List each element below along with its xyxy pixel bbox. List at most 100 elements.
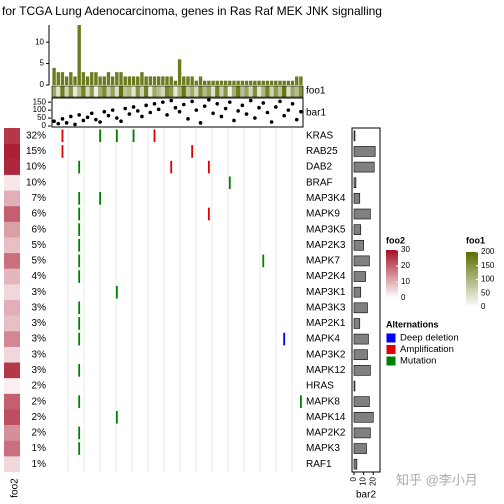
alteration bbox=[78, 270, 81, 283]
alteration bbox=[207, 207, 210, 221]
heat-cell bbox=[236, 86, 241, 97]
bar bbox=[353, 458, 358, 470]
heat-cell bbox=[4, 143, 20, 160]
bar bbox=[223, 80, 228, 85]
heat-cell bbox=[4, 159, 20, 176]
bar bbox=[144, 76, 148, 85]
point bbox=[257, 105, 261, 110]
heat-cell bbox=[102, 86, 107, 97]
bar bbox=[85, 76, 90, 85]
heat-border bbox=[51, 85, 304, 98]
point bbox=[135, 109, 140, 113]
gene-label: MAPK9 bbox=[306, 209, 340, 220]
heat-cell bbox=[210, 86, 216, 97]
heat-cell bbox=[244, 86, 249, 97]
gene-label: MAPK3 bbox=[306, 443, 340, 454]
bar bbox=[94, 72, 98, 85]
bar bbox=[353, 302, 368, 314]
point bbox=[131, 105, 136, 109]
point bbox=[106, 113, 111, 118]
point bbox=[299, 109, 303, 114]
point bbox=[219, 114, 224, 119]
heat-cell bbox=[248, 86, 253, 97]
point bbox=[73, 122, 77, 127]
alteration bbox=[300, 395, 302, 408]
bar bbox=[123, 76, 127, 85]
bar bbox=[228, 80, 232, 85]
legend-tick-label: 20 bbox=[401, 261, 410, 270]
heat-cell bbox=[261, 86, 266, 97]
bar bbox=[353, 365, 371, 376]
alteration bbox=[78, 426, 81, 440]
heat-cell bbox=[139, 86, 145, 97]
alteration bbox=[78, 442, 81, 455]
bar bbox=[353, 255, 370, 267]
heat-cell bbox=[144, 86, 149, 97]
percent-label: 6% bbox=[32, 209, 47, 220]
bar bbox=[232, 80, 236, 85]
point bbox=[177, 109, 182, 114]
heat-cell bbox=[60, 86, 65, 97]
heat-cell bbox=[4, 456, 20, 473]
heat-cell bbox=[110, 86, 115, 97]
bar bbox=[165, 76, 169, 85]
panel-border bbox=[51, 97, 304, 128]
bar bbox=[131, 76, 136, 85]
point bbox=[207, 97, 211, 102]
legend-tick-label: 10 bbox=[401, 277, 410, 286]
point bbox=[211, 111, 215, 116]
percent-label: 2% bbox=[32, 381, 47, 392]
foo1-label: foo1 bbox=[306, 86, 326, 97]
heat-cell bbox=[277, 86, 283, 97]
heat-cell bbox=[273, 86, 279, 97]
bar bbox=[353, 427, 371, 439]
x-tick-label: 0 bbox=[349, 476, 358, 481]
point bbox=[194, 108, 199, 112]
percent-label: 2% bbox=[32, 428, 47, 439]
bar bbox=[240, 80, 245, 85]
y-tick-label: 5 bbox=[40, 59, 45, 68]
heat-cell bbox=[227, 86, 233, 97]
heat-cell bbox=[93, 86, 99, 97]
point bbox=[85, 115, 90, 120]
percent-label: 3% bbox=[32, 318, 47, 329]
percent-label: 3% bbox=[32, 302, 47, 313]
point bbox=[94, 117, 98, 122]
heat-cell bbox=[72, 86, 78, 97]
point bbox=[144, 103, 148, 108]
alteration bbox=[78, 317, 81, 330]
bar bbox=[64, 76, 69, 85]
heat-cell bbox=[81, 86, 86, 97]
gene-label: DAB2 bbox=[306, 162, 333, 173]
heat-cell bbox=[148, 86, 153, 97]
bar bbox=[353, 130, 356, 142]
y-tick-label: 150 bbox=[33, 97, 47, 106]
bar bbox=[115, 72, 119, 85]
heat-cell bbox=[114, 86, 120, 97]
point bbox=[60, 117, 65, 121]
heat-cell bbox=[160, 86, 166, 97]
percent-label: 10% bbox=[26, 177, 46, 188]
percent-label: 32% bbox=[26, 130, 46, 141]
heat-cell bbox=[4, 190, 20, 207]
heat-cell bbox=[52, 86, 57, 97]
bar2-label: bar2 bbox=[356, 490, 376, 501]
bar bbox=[353, 239, 364, 251]
panel-border bbox=[351, 127, 381, 473]
bar bbox=[236, 80, 240, 85]
point bbox=[278, 99, 282, 104]
bar bbox=[198, 76, 203, 85]
heat-cell bbox=[215, 86, 220, 97]
x-tick-label: 10 bbox=[359, 476, 368, 485]
heat-cell bbox=[4, 253, 20, 269]
bar bbox=[249, 80, 253, 85]
bar bbox=[173, 80, 178, 85]
alteration bbox=[78, 332, 81, 346]
heat-cell bbox=[298, 86, 304, 97]
bar bbox=[257, 80, 261, 85]
foo1-legend-title: foo1 bbox=[466, 235, 485, 245]
bar bbox=[81, 72, 86, 85]
heat-cell bbox=[223, 86, 228, 97]
alteration bbox=[78, 364, 81, 377]
